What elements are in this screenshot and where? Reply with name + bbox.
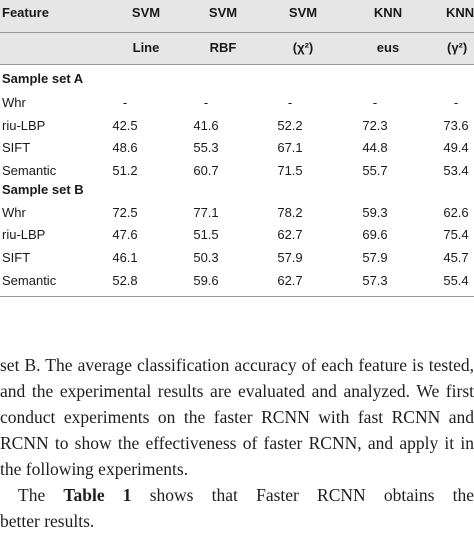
cell: 67.1 [277, 140, 303, 155]
row-feature: Semantic [2, 273, 57, 288]
cell: 73.6 [443, 118, 469, 133]
body-text-fragment: shows that Faster RCNN obtains the [131, 485, 474, 505]
body-line-table-ref: The Table 1 shows that Faster RCNN obtai… [0, 482, 474, 508]
subheader-line: Line [132, 40, 160, 55]
cell: - [453, 95, 459, 110]
header-svm-line: SVM [131, 5, 161, 20]
cell: 55.3 [193, 140, 219, 155]
cell: 78.2 [277, 205, 303, 220]
row-feature: riu-LBP [2, 227, 46, 242]
body-line: RCNN to show the effectiveness of faster… [0, 433, 474, 453]
subheader-gamma2: (γ²) [447, 40, 468, 55]
cell: 50.3 [193, 250, 219, 265]
cell: 49.4 [443, 140, 469, 155]
cell: 71.5 [277, 163, 303, 178]
table-bottom-rule [0, 296, 474, 297]
cell: - [122, 95, 128, 110]
body-line: the following experiments. [0, 459, 189, 479]
subheader-eus: eus [376, 40, 400, 55]
cell: 60.7 [193, 163, 219, 178]
cell: 72.5 [112, 205, 138, 220]
table-reference-link[interactable]: Table 1 [63, 485, 132, 505]
header-divider [0, 32, 474, 33]
cell: 57.3 [362, 273, 388, 288]
cell: - [203, 95, 209, 110]
cell: 41.6 [193, 118, 219, 133]
cell: 47.6 [112, 227, 138, 242]
cell: 62.7 [277, 227, 303, 242]
subheader-rbf: RBF [209, 40, 237, 55]
subheader-chi2: (χ²) [292, 40, 314, 55]
cell: 72.3 [362, 118, 388, 133]
cell: 52.8 [112, 273, 138, 288]
section-title-a: Sample set A [2, 71, 84, 86]
cell: 57.9 [362, 250, 388, 265]
body-line: conduct experiments on the faster RCNN w… [0, 407, 474, 427]
cell: 42.5 [112, 118, 138, 133]
cell: 55.7 [362, 163, 388, 178]
row-feature: riu-LBP [2, 118, 46, 133]
row-feature: Semantic [2, 163, 57, 178]
cell: 57.9 [277, 250, 303, 265]
cell: 75.4 [443, 227, 469, 242]
row-feature: SIFT [2, 250, 31, 265]
cell: 51.2 [112, 163, 138, 178]
cell: 45.7 [443, 250, 469, 265]
body-line: better results. [0, 511, 95, 531]
header-bottom-rule [0, 64, 474, 65]
header-svm-rbf: SVM [208, 5, 238, 20]
body-paragraph: set B. The average classification accura… [0, 352, 474, 534]
body-text-fragment: The [18, 485, 64, 505]
cell: 55.4 [443, 273, 469, 288]
cell: 59.3 [362, 205, 388, 220]
cell: 46.1 [112, 250, 138, 265]
row-feature: Whr [2, 95, 26, 110]
cell: 59.6 [193, 273, 219, 288]
cell: 51.5 [193, 227, 219, 242]
cell: 48.6 [112, 140, 138, 155]
body-line: set B. The average classification accura… [0, 355, 474, 375]
cell: 44.8 [362, 140, 388, 155]
cell: 52.2 [277, 118, 303, 133]
cell: - [287, 95, 293, 110]
cell: - [372, 95, 378, 110]
header-knn-eus: KNN [373, 5, 403, 20]
section-title-b: Sample set B [2, 182, 84, 197]
header-svm-chi: SVM [288, 5, 318, 20]
header-feature: Feature [2, 5, 49, 20]
cell: 62.6 [443, 205, 469, 220]
header-knn-gamma: KNN [446, 5, 474, 20]
cell: 62.7 [277, 273, 303, 288]
cell: 53.4 [443, 163, 469, 178]
row-feature: Whr [2, 205, 26, 220]
cell: 77.1 [193, 205, 219, 220]
row-feature: SIFT [2, 140, 31, 155]
body-line: and the experimental results are evaluat… [0, 381, 474, 401]
cell: 69.6 [362, 227, 388, 242]
